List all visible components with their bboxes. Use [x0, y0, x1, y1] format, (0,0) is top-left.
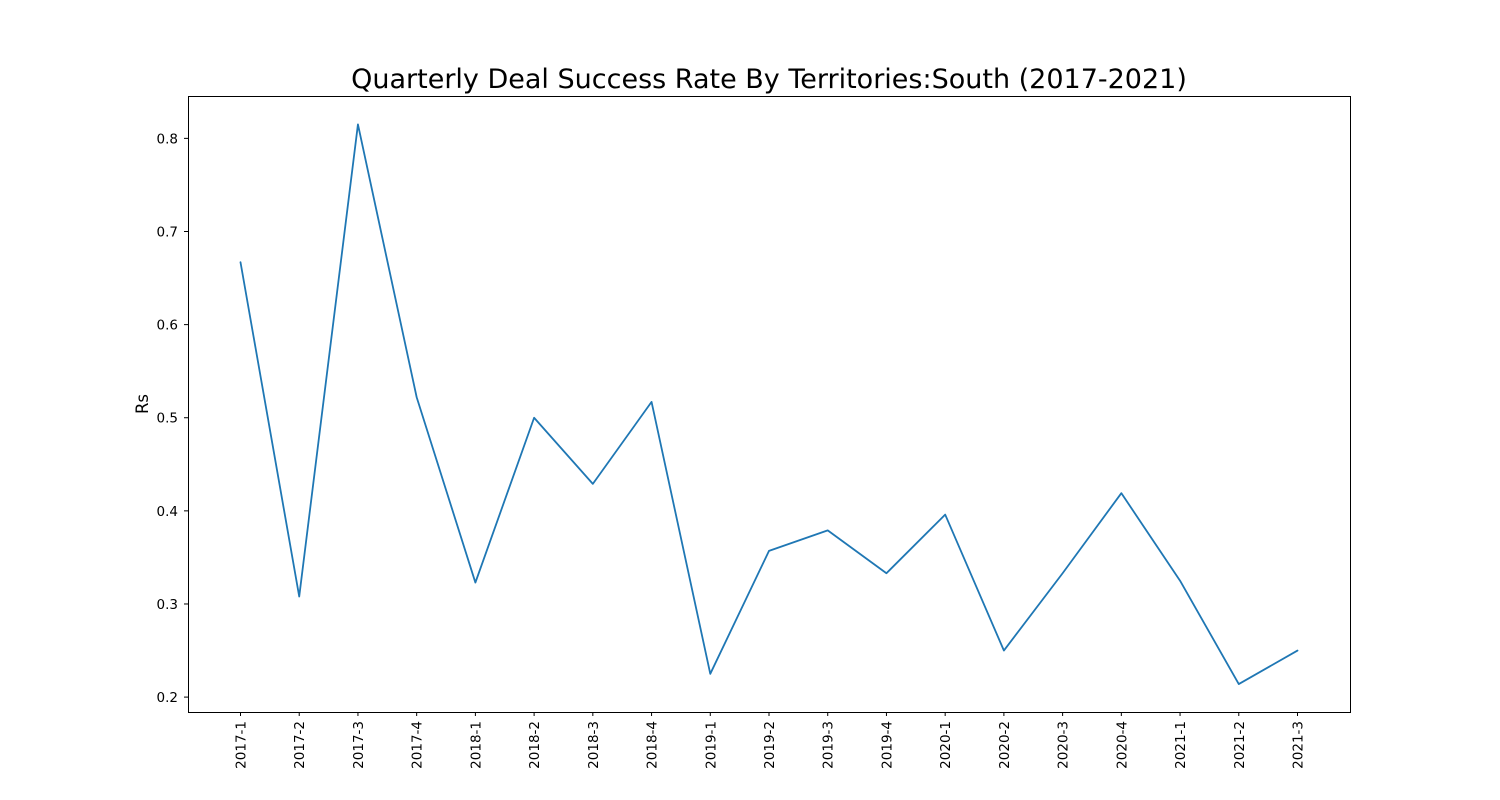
y-tick-label: 0.4	[157, 504, 178, 520]
y-tick-label: 0.8	[157, 131, 178, 147]
x-tick-label: 2018-1	[468, 721, 484, 769]
x-tick-label: 2018-4	[645, 721, 661, 769]
x-tick-label: 2019-4	[879, 721, 895, 769]
x-tick-label: 2020-2	[997, 721, 1013, 769]
x-tick-label: 2019-3	[821, 721, 837, 769]
x-tick-label: 2017-4	[410, 721, 426, 769]
y-tick-label: 0.3	[157, 597, 178, 613]
x-tick-label: 2019-2	[762, 721, 778, 769]
x-tick-label: 2020-4	[1114, 721, 1130, 769]
y-axis-label: Rs	[133, 394, 152, 414]
y-axis: 0.2 0.3 0.4 0.5 0.6 0.7 0.8	[157, 131, 188, 706]
plot-area-frame	[188, 96, 1351, 713]
x-tick-label: 2020-1	[938, 721, 954, 769]
y-tick-label: 0.6	[157, 318, 178, 334]
x-axis: 2017-1 2017-2 2017-3 2017-4 2018-1 2018-2 2018…	[234, 712, 1307, 769]
x-tick-label: 2021-1	[1173, 721, 1189, 769]
x-tick-label: 2021-2	[1232, 721, 1248, 769]
y-tick-label: 0.2	[157, 690, 178, 706]
y-tick-label: 0.7	[157, 224, 178, 240]
series-line	[239, 123, 1299, 685]
x-tick-label: 2017-1	[234, 721, 250, 769]
x-tick-label: 2019-1	[703, 721, 719, 769]
y-tick-label: 0.5	[157, 411, 178, 427]
x-tick-label: 2018-3	[586, 721, 602, 769]
x-tick-label: 2020-3	[1056, 721, 1072, 769]
x-tick-label: 2018-2	[527, 721, 543, 769]
x-tick-label: 2017-3	[351, 721, 367, 769]
x-tick-label: 2017-2	[292, 721, 308, 769]
x-tick-label: 2021-3	[1291, 721, 1307, 769]
chart-title: Quarterly Deal Success Rate By Territori…	[351, 64, 1187, 95]
series-layer	[239, 123, 1299, 685]
